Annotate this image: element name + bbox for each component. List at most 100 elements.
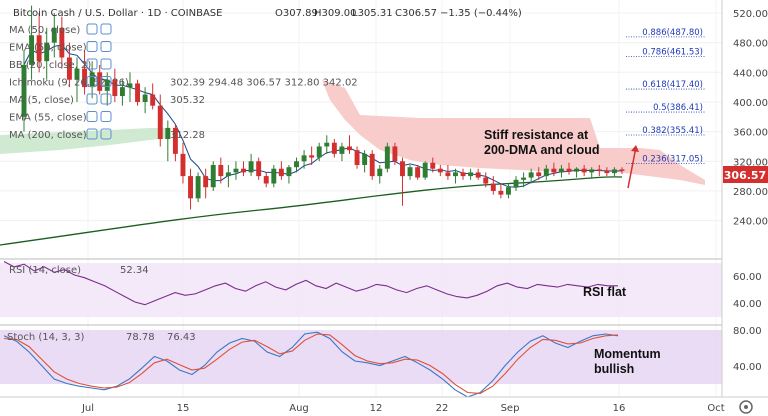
- candle-body: [453, 172, 458, 177]
- eye-icon[interactable]: [86, 76, 98, 87]
- fib-label: 0.886(487.80): [642, 28, 703, 38]
- stoch-d-line: [3, 333, 619, 394]
- eye-icon[interactable]: [86, 58, 98, 70]
- indicator-label: Ichimoku (9, 26, 52, 26): [9, 78, 129, 89]
- candlesticks: [21, 5, 625, 210]
- annotation-rsi: RSI flat: [583, 285, 627, 299]
- rsi-tick-60: 60.00: [733, 272, 762, 283]
- settings-icon[interactable]: [100, 76, 112, 87]
- candle-body: [135, 83, 141, 102]
- annotation-resistance-2: 200-DMA and cloud: [484, 143, 600, 157]
- candle-body: [316, 146, 322, 158]
- stoch-k-value: 78.78: [126, 332, 155, 343]
- rsi-value: 52.34: [120, 265, 149, 276]
- settings-icon[interactable]: [100, 58, 112, 70]
- fib-label: 0.786(461.53): [642, 47, 703, 57]
- candle-body: [566, 168, 572, 172]
- settings-icon[interactable]: [100, 128, 112, 140]
- candle-body: [172, 127, 178, 154]
- candle-body: [354, 150, 360, 165]
- candle-body: [127, 83, 133, 88]
- annotation-momentum-1: Momentum: [594, 347, 661, 361]
- annotation-momentum-2: bullish: [594, 362, 634, 376]
- candle-body: [286, 167, 292, 177]
- candle-body: [51, 27, 57, 43]
- price-tick-label: 400.00: [733, 98, 768, 109]
- candle-body: [490, 183, 496, 191]
- candle-body: [150, 94, 156, 106]
- candle-body: [400, 161, 405, 177]
- candle-body: [241, 168, 246, 173]
- eye-icon[interactable]: [86, 93, 98, 105]
- ma200-line: [0, 176, 623, 246]
- settings-icon[interactable]: [100, 111, 112, 122]
- time-tick-label: Aug: [289, 403, 309, 414]
- candle-body: [294, 161, 299, 168]
- price-tick-label: 280.00: [733, 187, 768, 198]
- candle-body: [331, 142, 337, 154]
- candle-body: [256, 161, 262, 177]
- candle-body: [324, 142, 330, 147]
- eye-icon[interactable]: [86, 23, 98, 35]
- symbol-title: Bitcoin Cash / U.S. Dollar · 1D · COINBA…: [13, 8, 222, 19]
- candle-body: [225, 172, 231, 177]
- candle-body: [29, 35, 35, 65]
- ohlc-open: O307.89: [275, 8, 318, 19]
- fib-label: 0.5(386.41): [653, 103, 703, 113]
- candle-body: [248, 161, 254, 173]
- candle-body: [74, 68, 80, 80]
- candle-body: [203, 176, 209, 188]
- candle-body: [104, 79, 110, 91]
- candle-body: [362, 153, 368, 165]
- candle-body: [521, 177, 527, 180]
- candle-body: [505, 187, 511, 195]
- resistance-arrow-head: [631, 145, 639, 152]
- price-tick-label: 440.00: [733, 68, 768, 79]
- price-tick-label: 240.00: [733, 217, 768, 228]
- candle-body: [36, 35, 42, 62]
- candle-body: [543, 168, 549, 177]
- last-price-tag: [723, 166, 768, 183]
- cloud-bearish: [322, 80, 705, 185]
- indicator-value: 305.32: [170, 95, 205, 106]
- candle-body: [59, 27, 65, 58]
- candle-body: [475, 172, 481, 178]
- candle-body: [513, 179, 519, 188]
- candle-body: [89, 72, 95, 88]
- candle-body: [21, 64, 27, 117]
- eye-icon[interactable]: [86, 128, 98, 140]
- candle-body: [528, 172, 534, 178]
- candle-body: [407, 167, 413, 177]
- candle-body: [460, 172, 466, 177]
- price-axis: 520.00 480.00 440.00 400.00 360.00 320.00 280.…: [733, 9, 768, 228]
- candle-body: [574, 168, 580, 172]
- ohlc-high: H309.00: [314, 8, 357, 19]
- candle-body: [604, 170, 610, 174]
- candle-body: [430, 162, 436, 169]
- eye-icon[interactable]: [86, 111, 98, 122]
- time-tick-label: 12: [370, 403, 383, 414]
- eye-icon[interactable]: [86, 41, 98, 52]
- settings-icon[interactable]: [100, 41, 112, 52]
- annotation-resistance-1: Stiff resistance at: [484, 128, 589, 142]
- candle-body: [369, 153, 375, 177]
- candle-body: [347, 146, 352, 151]
- fib-label: 0.236(317.05): [642, 154, 703, 164]
- settings-icon[interactable]: [100, 23, 112, 35]
- gear-icon[interactable]: [739, 400, 753, 414]
- candle-body: [188, 176, 193, 199]
- price-tick-label: 520.00: [733, 9, 768, 20]
- price-tick-label: 320.00: [733, 157, 768, 168]
- candle-body: [445, 172, 451, 177]
- time-tick-label: 15: [177, 403, 190, 414]
- candle-body: [536, 172, 542, 177]
- candle-body: [233, 168, 239, 173]
- candle-body: [581, 168, 587, 173]
- ohlc-change: −1.35 (−0.44%): [440, 8, 522, 19]
- candle-body: [82, 68, 88, 88]
- settings-icon[interactable]: [100, 93, 112, 105]
- candle-body: [97, 72, 103, 91]
- ma5-line: [23, 44, 623, 188]
- price-tick-label: 360.00: [733, 128, 768, 139]
- candle-body: [619, 169, 625, 171]
